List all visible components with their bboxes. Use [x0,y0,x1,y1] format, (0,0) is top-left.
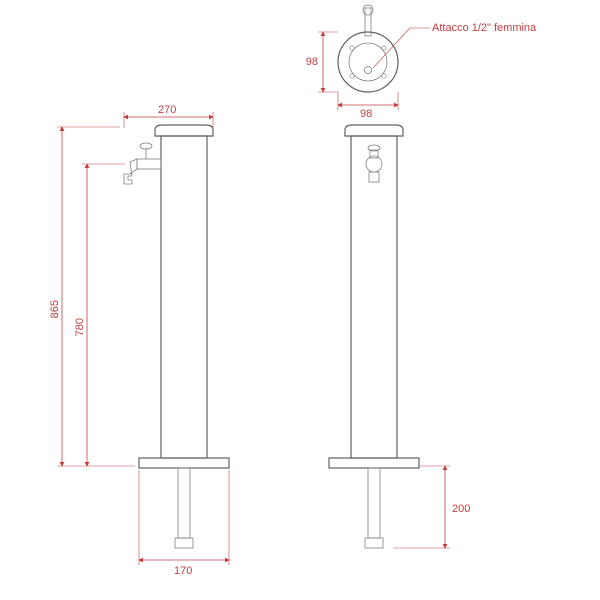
top-view: Attacco 1/2" femmina 98 98 [306,5,537,120]
side-view: 200 [329,125,470,548]
dim-top-width: 270 [158,104,176,116]
dim-top-diameter: 98 [360,108,372,120]
dim-below-ground: 200 [452,503,470,515]
dim-tap-height: 780 [74,318,86,336]
tap-front [124,143,161,184]
tap-side [366,145,382,182]
technical-drawing: Attacco 1/2" femmina 98 98 [0,0,600,600]
dim-side-offset: 98 [306,56,318,68]
dim-total-height: 865 [49,300,61,318]
annotation-attacco: Attacco 1/2" femmina [432,22,537,34]
front-view: 270 865 780 170 [49,104,229,577]
dim-base-width: 170 [174,565,192,577]
